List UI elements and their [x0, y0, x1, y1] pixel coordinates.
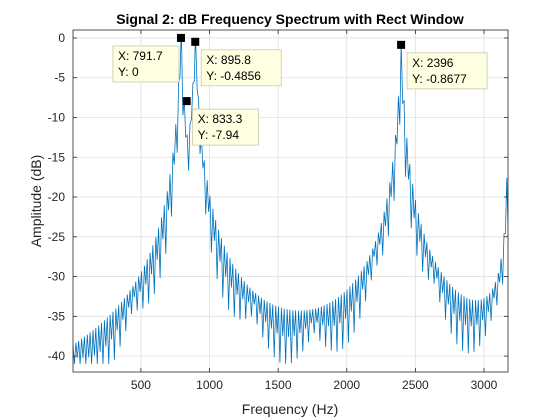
datatip-marker[interactable] [176, 33, 185, 42]
datatip-box [200, 49, 282, 87]
datatip-marker[interactable] [397, 40, 406, 49]
datatip-box [406, 52, 488, 90]
x-tick-label: 3000 [471, 378, 498, 392]
x-tick-label: 2500 [402, 378, 429, 392]
datatip-x-text: X: 895.8 [206, 53, 251, 67]
datatip[interactable]: X: 2396 Y: -0.8677 [397, 40, 488, 90]
datatip[interactable]: X: 791.7 Y: 0 [112, 33, 185, 83]
spectrum-line [73, 37, 508, 365]
y-tick-label: 0 [58, 31, 65, 45]
datatip[interactable]: X: 895.8 Y: -0.4856 [191, 37, 282, 87]
x-tick-label: 1500 [265, 378, 292, 392]
x-axis-label: Frequency (Hz) [242, 401, 338, 417]
datatip-x-text: X: 2396 [412, 56, 454, 70]
axis-ticks [73, 30, 508, 372]
datatip-y-text: Y: -7.94 [198, 128, 240, 142]
y-tick-label: -25 [48, 230, 66, 244]
y-tick-label: -20 [48, 190, 66, 204]
datatip-x-text: X: 791.7 [118, 49, 163, 63]
y-tick-label: -30 [48, 270, 66, 284]
datatip-x-text: X: 833.3 [198, 112, 243, 126]
plot-frame [72, 29, 509, 373]
y-tick-label: -40 [48, 349, 66, 363]
y-tick-label: -35 [48, 309, 66, 323]
datatip-y-text: Y: -0.4856 [206, 69, 261, 83]
datatip-marker[interactable] [191, 37, 200, 46]
y-tick-label: -15 [48, 150, 66, 164]
x-tick-label: 2000 [333, 378, 360, 392]
datatip-box [112, 45, 180, 83]
plot-area [73, 37, 508, 365]
tick-labels: 500 1000 1500 2000 2500 3000 0 -5 -10 -15 -20 -25 -3… [48, 31, 498, 392]
y-tick-label: -5 [54, 71, 65, 85]
datatips: X: 791.7 Y: 0 X: 895.8 Y: -0.4856 X: 833.3 Y:… [112, 33, 488, 146]
x-tick-label: 500 [131, 378, 151, 392]
datatip[interactable]: X: 833.3 Y: -7.94 [182, 97, 260, 146]
y-tick-label: -10 [48, 110, 66, 124]
x-tick-label: 1000 [196, 378, 223, 392]
datatip-marker[interactable] [182, 97, 191, 106]
datatip-y-text: Y: -0.8677 [412, 72, 467, 86]
chart-title: Signal 2: dB Frequency Spectrum with Rec… [116, 11, 464, 27]
y-axis-label: Amplitude (dB) [28, 155, 44, 248]
datatip-box [192, 108, 260, 146]
datatip-y-text: Y: 0 [118, 65, 139, 79]
